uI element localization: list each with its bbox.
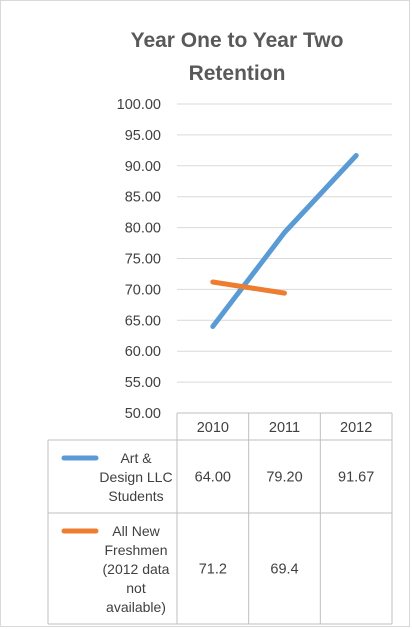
table-value: 79.20 [266, 470, 302, 486]
table-value: 91.67 [338, 470, 374, 486]
y-tick-label: 60.00 [125, 344, 161, 360]
y-tick-label: 70.00 [125, 282, 161, 298]
y-tick-label: 95.00 [125, 128, 161, 144]
chart-title-line-2: Retention [189, 62, 286, 85]
series-line [210, 279, 287, 296]
y-tick-label: 85.00 [125, 190, 161, 206]
legend-label: All New [112, 523, 160, 539]
category-label: 2011 [269, 420, 300, 436]
chart-title-line-1: Year One to Year Two [131, 29, 344, 52]
category-label: 2010 [197, 420, 229, 436]
table-value: 69.4 [270, 562, 298, 578]
legend-label: Students [108, 488, 163, 504]
legend-label: Freshmen [104, 542, 167, 558]
data-table: 2010 2011 2012 Art & Design LLC Students 64.00… [47, 412, 393, 625]
y-tick-label: 50.00 [125, 406, 161, 422]
y-axis: 50.00 55.00 60.00 65.00 70.00 75.00 80.00 85.00… [117, 97, 161, 422]
gridlines [177, 103, 392, 383]
y-tick-label: 100.00 [117, 97, 161, 113]
plot-lines [210, 153, 359, 329]
y-tick-label: 55.00 [125, 375, 161, 391]
legend-label: available) [106, 599, 166, 615]
table-value: 64.00 [195, 470, 231, 486]
category-label: 2012 [340, 420, 372, 436]
y-tick-label: 80.00 [125, 221, 161, 237]
legend-label: not [126, 580, 146, 596]
table-value: 71.2 [199, 562, 227, 578]
series-line [210, 153, 359, 329]
y-tick-label: 75.00 [125, 252, 161, 268]
legend-label: Design LLC [99, 469, 172, 485]
y-tick-label: 90.00 [125, 159, 161, 175]
legend-label: (2012 data [103, 561, 170, 577]
legend-label: Art & [120, 450, 152, 466]
y-tick-label: 65.00 [125, 313, 161, 329]
chart-title: Year One to Year Two Retention [131, 29, 344, 85]
